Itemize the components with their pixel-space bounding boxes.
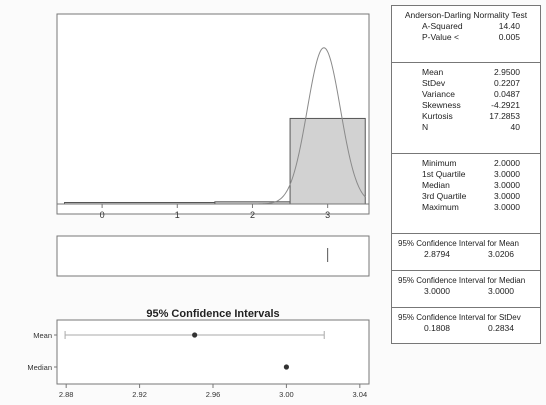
ci-row-label: Median: [27, 363, 52, 372]
ci-center-point: [283, 364, 290, 370]
stat-value: 2.0000: [494, 158, 520, 168]
ci-high-value: 0.2834: [488, 323, 514, 333]
stat-label: Mean: [422, 67, 444, 77]
ci-mean-section: 95% Confidence Interval for Mean 2.8794 …: [392, 234, 540, 271]
histogram-tick-label: 0: [100, 210, 105, 220]
ci-stdev-values: 0.1808 0.2834: [398, 323, 534, 334]
ci-tick-label: 3.04: [353, 390, 368, 399]
moments-section: Mean 2.9500 StDev 0.2207 Variance 0.0487…: [392, 63, 540, 154]
stat-label: Minimum: [422, 158, 457, 168]
ci-tick-label: 2.96: [206, 390, 221, 399]
ci-median-values: 3.0000 3.0000: [398, 286, 534, 297]
stat-value: 3.0000: [494, 191, 520, 201]
ci-mean-values: 2.8794 3.0206: [398, 249, 534, 260]
histogram-tick-label: 1: [175, 210, 180, 220]
stat-label: 3rd Quartile: [422, 191, 467, 201]
ci-mean-title: 95% Confidence Interval for Mean: [398, 239, 519, 248]
ci-chart-title: 95% Confidence Intervals: [146, 308, 279, 320]
stat-row: P-Value < 0.005: [398, 32, 534, 43]
ci-stdev-section: 95% Confidence Interval for StDev 0.1808…: [392, 308, 540, 343]
stat-value: 0.0487: [494, 89, 520, 99]
histogram-bar: [289, 117, 366, 205]
stat-label: P-Value <: [422, 32, 459, 42]
stat-value: 14.40: [498, 21, 520, 31]
stat-row: StDev 0.2207: [398, 78, 534, 89]
stat-row: Kurtosis 17.2853: [398, 111, 534, 122]
stat-row: 1st Quartile 3.0000: [398, 169, 534, 180]
stat-value: 3.0000: [494, 180, 520, 190]
ci-center-point: [192, 332, 198, 338]
stat-value: 0.2207: [494, 78, 520, 88]
stat-value: -4.2921: [491, 100, 520, 110]
stat-value: 3.0000: [494, 169, 520, 179]
stat-row: 3rd Quartile 3.0000: [398, 191, 534, 202]
ci-tick-label: 2.88: [59, 390, 74, 399]
stat-row: Median 3.0000: [398, 180, 534, 191]
stat-label: 1st Quartile: [422, 169, 466, 179]
stat-value: 2.9500: [494, 67, 520, 77]
stat-row: A-Squared 14.40: [398, 21, 534, 32]
histogram-tick-label: 3: [325, 210, 330, 220]
summary-chart: 0 1 2 3 95% Confidence Intervals Mean Median…: [27, 13, 370, 399]
ci-median-section: 95% Confidence Interval for Median 3.000…: [392, 271, 540, 308]
ad-test-section: Anderson-Darling Normality Test A-Square…: [392, 6, 540, 63]
ci-high-value: 3.0206: [488, 249, 514, 259]
stats-panel: Anderson-Darling Normality Test A-Square…: [391, 5, 541, 344]
stat-value: 17.2853: [489, 111, 520, 121]
boxplot-frame: [56, 235, 370, 277]
stat-label: N: [422, 122, 429, 132]
stat-row: Variance 0.0487: [398, 89, 534, 100]
ad-test-title: Anderson-Darling Normality Test: [404, 10, 528, 20]
ci-tick-label: 2.92: [132, 390, 147, 399]
stat-value: 3.0000: [494, 202, 520, 212]
ci-low-value: 2.8794: [424, 249, 450, 259]
ci-row-label: Mean: [33, 331, 52, 340]
stat-row: N 40: [398, 122, 534, 133]
stat-row: Maximum 3.0000: [398, 202, 534, 213]
stat-value: 40: [510, 122, 520, 132]
stat-label: Variance: [422, 89, 455, 99]
stat-label: Kurtosis: [422, 111, 453, 121]
stat-label: A-Squared: [422, 21, 463, 31]
stat-row: Minimum 2.0000: [398, 158, 534, 169]
stat-label: StDev: [422, 78, 446, 88]
ci-stdev-title: 95% Confidence Interval for StDev: [398, 313, 521, 322]
histogram-tick-label: 2: [250, 210, 255, 220]
stat-row: Mean 2.9500: [398, 67, 534, 78]
ci-low-value: 0.1808: [424, 323, 450, 333]
ci-tick-label: 3.00: [279, 390, 294, 399]
stat-label: Maximum: [422, 202, 459, 212]
quantiles-section: Minimum 2.0000 1st Quartile 3.0000 Media…: [392, 154, 540, 234]
stat-label: Skewness: [422, 100, 461, 110]
ci-high-value: 3.0000: [488, 286, 514, 296]
stat-value: 0.005: [498, 32, 520, 42]
ci-low-value: 3.0000: [424, 286, 450, 296]
ci-frame: [56, 319, 370, 385]
stat-label: Median: [422, 180, 450, 190]
ci-median-title: 95% Confidence Interval for Median: [398, 276, 526, 285]
stat-row: Skewness -4.2921: [398, 100, 534, 111]
